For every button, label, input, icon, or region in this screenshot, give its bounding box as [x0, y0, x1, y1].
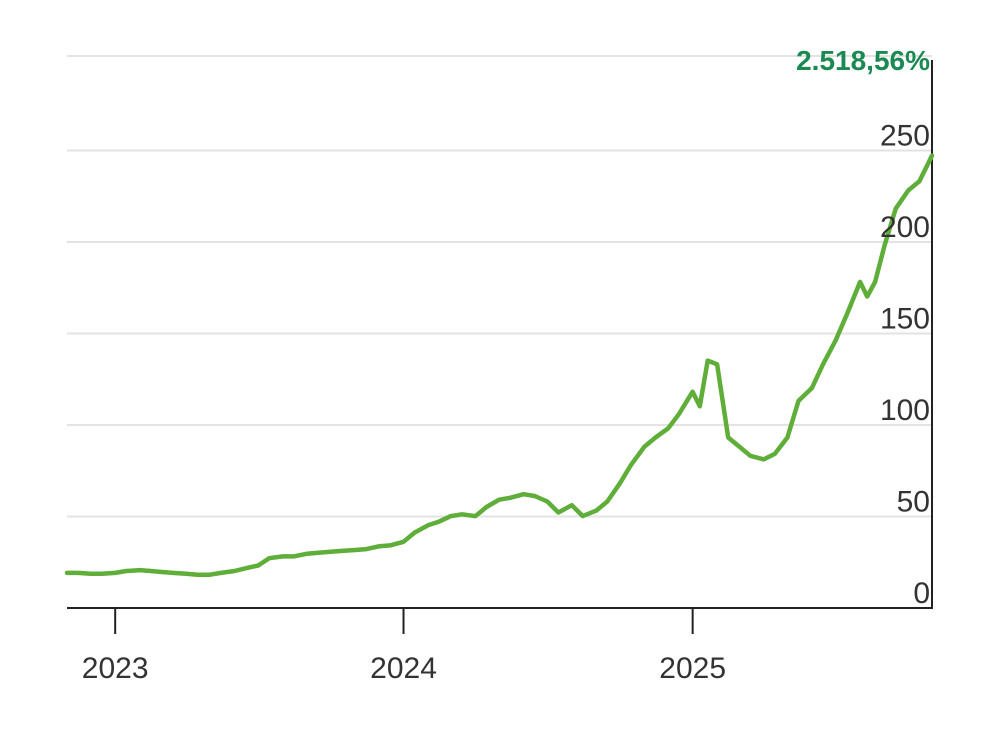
y-tick-label-50: 50 — [897, 486, 930, 519]
y-tick-label-100: 100 — [880, 394, 930, 427]
latest-value-label: 2.518,56% — [796, 45, 930, 76]
y-tick-label-250: 250 — [880, 120, 930, 153]
x-tick-label-2025: 2025 — [659, 652, 726, 685]
y-tick-label-150: 150 — [880, 303, 930, 336]
x-tick-label-2023: 2023 — [82, 652, 149, 685]
axes — [67, 60, 933, 634]
y-tick-label-0: 0 — [913, 577, 930, 610]
x-tick-label-2024: 2024 — [370, 652, 437, 685]
grid-lines — [67, 55, 932, 518]
y-tick-label-200: 200 — [880, 211, 930, 244]
series-line-0 — [64, 153, 935, 577]
tick-labels: 0 50 100 150 200 250 2023 2024 2025 — [82, 120, 930, 686]
series-layer — [64, 153, 935, 577]
